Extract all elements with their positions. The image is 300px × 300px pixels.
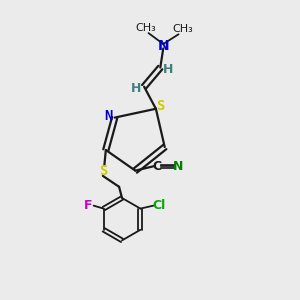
- Text: N: N: [105, 109, 113, 123]
- Text: H: H: [131, 82, 141, 95]
- Text: N: N: [158, 39, 169, 53]
- Text: CH₃: CH₃: [136, 23, 157, 33]
- Text: S: S: [99, 164, 107, 178]
- Text: C: C: [153, 160, 162, 173]
- Text: Cl: Cl: [153, 199, 166, 212]
- Text: F: F: [84, 199, 93, 212]
- Text: H: H: [164, 63, 174, 76]
- Text: N: N: [173, 160, 183, 173]
- Text: S: S: [156, 99, 164, 113]
- Text: CH₃: CH₃: [172, 24, 194, 34]
